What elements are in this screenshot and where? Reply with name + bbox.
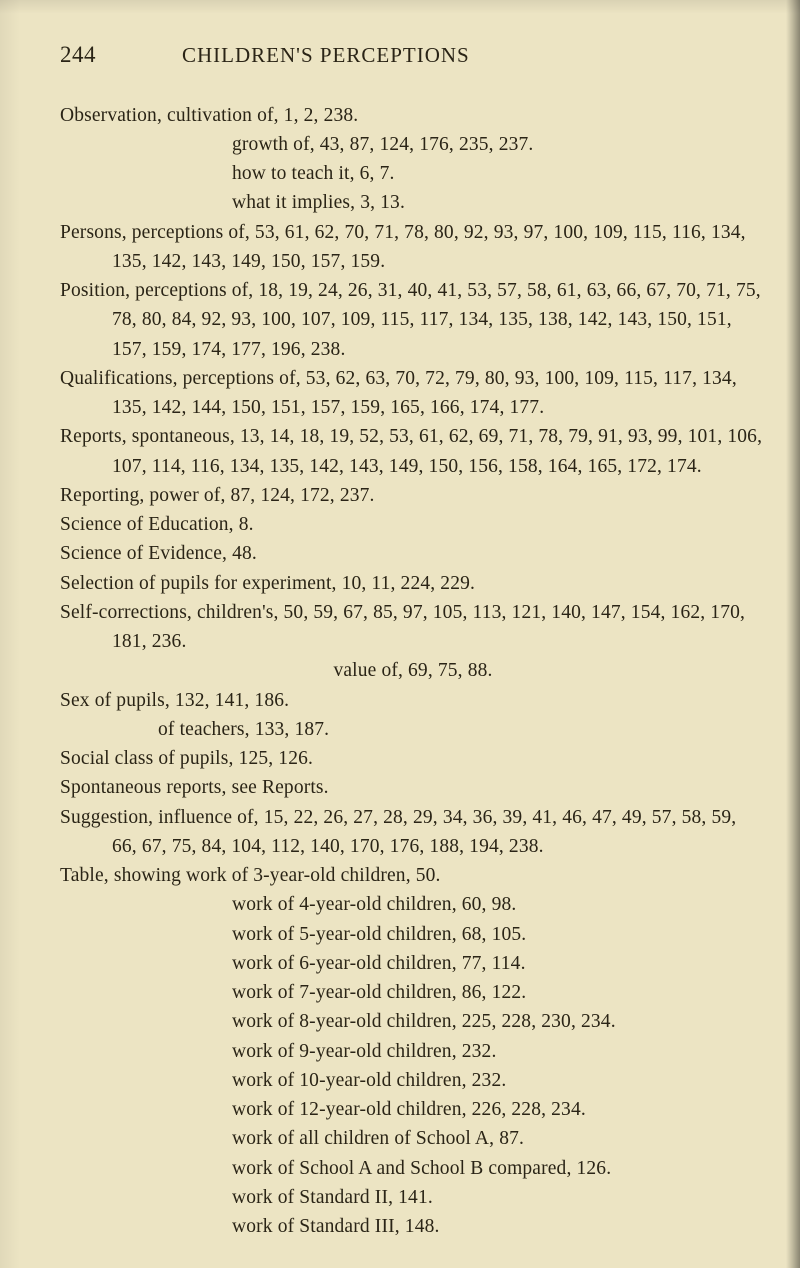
index-line: work of 4-year-old children, 60, 98. (60, 890, 766, 919)
index-line: Reports, spontaneous, 13, 14, 18, 19, 52… (60, 422, 766, 481)
index-line: Sex of pupils, 132, 141, 186. (60, 686, 766, 715)
index-line: Self-corrections, children's, 50, 59, 67… (60, 598, 766, 657)
index-line: Science of Education, 8. (60, 510, 766, 539)
index-line: Persons, perceptions of, 53, 61, 62, 70,… (60, 218, 766, 277)
index-entries: Observation, cultivation of, 1, 2, 238.g… (60, 101, 766, 1242)
index-line: Reporting, power of, 87, 124, 172, 237. (60, 481, 766, 510)
page-number: 244 (60, 38, 96, 73)
index-line: what it implies, 3, 13. (60, 188, 766, 217)
index-line: work of 5-year-old children, 68, 105. (60, 920, 766, 949)
index-line: Selection of pupils for experiment, 10, … (60, 569, 766, 598)
index-line: work of School A and School B compared, … (60, 1154, 766, 1183)
index-line: of teachers, 133, 187. (60, 715, 766, 744)
index-line: Observation, cultivation of, 1, 2, 238. (60, 101, 766, 130)
index-line: Table, showing work of 3-year-old childr… (60, 861, 766, 890)
index-line: work of Standard II, 141. (60, 1183, 766, 1212)
index-line: work of 12-year-old children, 226, 228, … (60, 1095, 766, 1124)
index-line: work of Standard III, 148. (60, 1212, 766, 1241)
index-line: Suggestion, influence of, 15, 22, 26, 27… (60, 803, 766, 862)
page-left-shadow (0, 0, 20, 1268)
running-title: CHILDREN'S PERCEPTIONS (182, 40, 470, 72)
index-line: Science of Evidence, 48. (60, 539, 766, 568)
running-header: 244 CHILDREN'S PERCEPTIONS (60, 38, 766, 73)
index-line: value of, 69, 75, 88. (60, 656, 766, 685)
page-content: 244 CHILDREN'S PERCEPTIONS Observation, … (60, 38, 766, 1241)
index-line: Position, perceptions of, 18, 19, 24, 26… (60, 276, 766, 364)
index-line: work of 7-year-old children, 86, 122. (60, 978, 766, 1007)
index-line: work of 10-year-old children, 232. (60, 1066, 766, 1095)
page-top-shadow (0, 0, 800, 14)
index-line: work of 8-year-old children, 225, 228, 2… (60, 1007, 766, 1036)
index-line: work of all children of School A, 87. (60, 1124, 766, 1153)
book-spine-shadow (786, 0, 800, 1268)
index-line: work of 9-year-old children, 232. (60, 1037, 766, 1066)
index-line: growth of, 43, 87, 124, 176, 235, 237. (60, 130, 766, 159)
index-line: Spontaneous reports, see Reports. (60, 773, 766, 802)
index-line: work of 6-year-old children, 77, 114. (60, 949, 766, 978)
index-line: Social class of pupils, 125, 126. (60, 744, 766, 773)
index-line: Qualifications, perceptions of, 53, 62, … (60, 364, 766, 423)
index-line: how to teach it, 6, 7. (60, 159, 766, 188)
